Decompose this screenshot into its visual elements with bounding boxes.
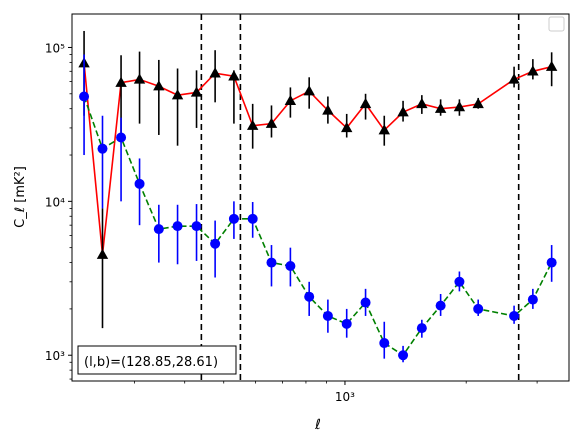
- series-1-point-15: [360, 297, 371, 308]
- series-0-point-7: [209, 67, 221, 78]
- series-0-point-23: [527, 65, 539, 76]
- series-0-point-21: [472, 97, 484, 109]
- series-1-point-0: [79, 91, 90, 102]
- series-0-point-2: [115, 76, 127, 87]
- series-1-point-7: [210, 238, 221, 249]
- series-1-point-2: [116, 132, 127, 143]
- series-0-point-10: [265, 117, 278, 128]
- series-1-point-20: [454, 276, 465, 287]
- series-1-point-19: [435, 300, 446, 311]
- series-1-point-23: [527, 294, 538, 305]
- series-0-point-6: [190, 86, 203, 97]
- x-tick-label-0: 10³: [335, 390, 355, 404]
- plot-frame: [71, 13, 570, 382]
- series-0-point-16: [378, 124, 390, 135]
- series-0-point-9: [246, 119, 259, 130]
- series-1-point-9: [247, 213, 258, 224]
- series-1-point-17: [398, 350, 409, 361]
- series-1-point-13: [322, 310, 333, 321]
- series-1-point-24: [546, 257, 557, 268]
- series-0-point-12: [303, 85, 315, 96]
- series-0-point-4: [153, 80, 165, 91]
- series-0-point-13: [322, 104, 334, 115]
- series-1-point-10: [266, 257, 277, 268]
- series-1-point-18: [416, 323, 427, 334]
- series-1-point-3: [134, 178, 145, 189]
- series-1-point-16: [379, 338, 390, 349]
- series-0-point-14: [341, 121, 353, 133]
- series-0-point-20: [453, 101, 466, 112]
- series-0-point-1: [96, 248, 109, 259]
- series-1-point-8: [228, 213, 239, 224]
- series-1-point-5: [172, 221, 183, 232]
- legend: [548, 16, 565, 32]
- annotation-box: (l,b)=(128.85,28.61): [77, 345, 237, 375]
- series-1: [79, 54, 557, 363]
- series-0-point-24: [545, 60, 558, 71]
- series-1-point-4: [153, 224, 164, 235]
- y-axis-label: C_ℓ [mK²]: [13, 166, 28, 228]
- series-0-point-8: [228, 70, 240, 81]
- y-tick-label-0: 10³: [45, 349, 65, 363]
- series-1-point-21: [473, 303, 484, 314]
- series-0-point-3: [133, 73, 146, 84]
- series-0-point-18: [416, 97, 428, 109]
- series-1-point-22: [509, 310, 520, 321]
- series-1-point-14: [341, 318, 352, 329]
- annotation-text: (l,b)=(128.85,28.61): [84, 355, 218, 370]
- y-tick-label-1: 10⁴: [45, 195, 65, 209]
- annotation-frame: [77, 345, 237, 375]
- series-1-point-1: [97, 143, 108, 154]
- series-0-point-19: [434, 102, 447, 113]
- series-0: [78, 30, 558, 329]
- series-1-point-6: [191, 221, 202, 232]
- series-0-point-17: [397, 106, 409, 117]
- plot-area: [72, 14, 569, 381]
- legend-box: [548, 16, 565, 32]
- y-tick-label-2: 10⁵: [45, 41, 65, 55]
- x-axis-label: ℓ: [314, 417, 321, 433]
- series-0-point-22: [508, 73, 520, 84]
- series-0-point-11: [284, 94, 297, 106]
- series-1-point-11: [285, 261, 296, 272]
- series-0-point-5: [171, 89, 184, 100]
- series-0-point-15: [359, 97, 372, 109]
- series-1-point-12: [304, 291, 315, 302]
